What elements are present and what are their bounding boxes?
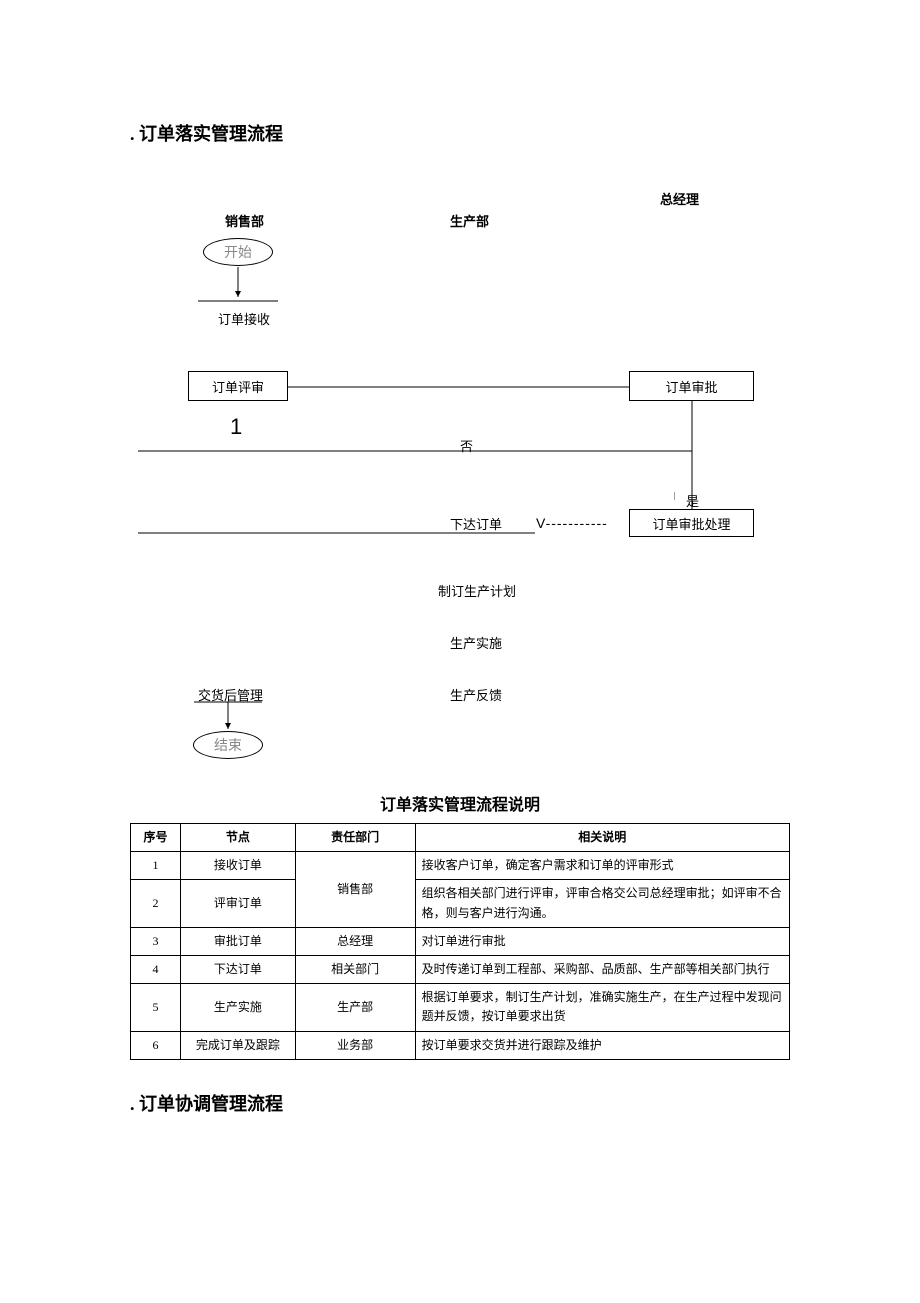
table-subtitle: 订单落实管理流程说明 xyxy=(130,791,790,815)
impl-node: 生产实施 xyxy=(450,633,502,652)
cell-desc: 及时传递订单到工程部、采购部、品质部、生产部等相关部门执行 xyxy=(415,955,789,983)
cell-node: 审批订单 xyxy=(180,927,295,955)
flowchart: 销售部 生产部 总经理 开始 订单接收 订单评审 订单审批 1 否 | 是 下达… xyxy=(130,161,790,781)
start-node: 开始 xyxy=(203,238,273,266)
cell-dept: 相关部门 xyxy=(295,955,415,983)
cell-num: 4 xyxy=(131,955,181,983)
col-gm-label: 总经理 xyxy=(660,189,699,208)
cell-num: 6 xyxy=(131,1031,181,1059)
after-node: 交货后管理 xyxy=(198,685,263,704)
no-label: 否 xyxy=(460,436,473,455)
cell-dept: 销售部 xyxy=(295,852,415,928)
cell-num: 5 xyxy=(131,984,181,1031)
yes-label: 是 xyxy=(686,491,699,510)
cell-num: 1 xyxy=(131,852,181,880)
desc-table: 序号 节点 责任部门 相关说明 1 接收订单 销售部 接收客户订单，确定客户需求… xyxy=(130,823,790,1060)
cell-node: 下达订单 xyxy=(180,955,295,983)
table-row: 5 生产实施 生产部 根据订单要求，制订生产计划，准确实施生产，在生产过程中发现… xyxy=(131,984,790,1031)
yes-mark: | xyxy=(674,491,676,500)
cell-desc: 按订单要求交货并进行跟踪及维护 xyxy=(415,1031,789,1059)
th-dept: 责任部门 xyxy=(295,824,415,852)
plan-node: 制订生产计划 xyxy=(438,581,516,600)
col-production-label: 生产部 xyxy=(450,211,489,230)
table-row: 6 完成订单及跟踪 业务部 按订单要求交货并进行跟踪及维护 xyxy=(131,1031,790,1059)
cell-dept: 总经理 xyxy=(295,927,415,955)
cell-num: 3 xyxy=(131,927,181,955)
receive-node: 订单接收 xyxy=(218,309,270,328)
cell-desc: 对订单进行审批 xyxy=(415,927,789,955)
big-one: 1 xyxy=(230,414,242,440)
cell-node: 完成订单及跟踪 xyxy=(180,1031,295,1059)
cell-node: 接收订单 xyxy=(180,852,295,880)
review-node: 订单评审 xyxy=(188,371,288,401)
issue-node: 下达订单 xyxy=(450,514,502,533)
cell-node: 生产实施 xyxy=(180,984,295,1031)
table-row: 1 接收订单 销售部 接收客户订单，确定客户需求和订单的评审形式 xyxy=(131,852,790,880)
th-node: 节点 xyxy=(180,824,295,852)
col-sales-label: 销售部 xyxy=(225,211,264,230)
table-row: 3 审批订单 总经理 对订单进行审批 xyxy=(131,927,790,955)
cell-desc: 组织各相关部门进行评审，评审合格交公司总经理审批；如评审不合格，则与客户进行沟通… xyxy=(415,880,789,927)
th-desc: 相关说明 xyxy=(415,824,789,852)
end-node: 结束 xyxy=(193,731,263,759)
table-header-row: 序号 节点 责任部门 相关说明 xyxy=(131,824,790,852)
feedback-node: 生产反馈 xyxy=(450,685,502,704)
approve-node: 订单审批 xyxy=(629,371,754,401)
table-row: 4 下达订单 相关部门 及时传递订单到工程部、采购部、品质部、生产部等相关部门执… xyxy=(131,955,790,983)
section-2-title: . 订单协调管理流程 xyxy=(130,1090,790,1116)
table-row: 2 评审订单 组织各相关部门进行评审，评审合格交公司总经理审批；如评审不合格，则… xyxy=(131,880,790,927)
th-num: 序号 xyxy=(131,824,181,852)
cell-desc: 根据订单要求，制订生产计划，准确实施生产，在生产过程中发现问题并反馈，按订单要求… xyxy=(415,984,789,1031)
cell-node: 评审订单 xyxy=(180,880,295,927)
cell-desc: 接收客户订单，确定客户需求和订单的评审形式 xyxy=(415,852,789,880)
v-dash: V----------- xyxy=(536,515,608,531)
approve-handle-node: 订单审批处理 xyxy=(629,509,754,537)
section-1-title: . 订单落实管理流程 xyxy=(130,120,790,146)
cell-num: 2 xyxy=(131,880,181,927)
cell-dept: 生产部 xyxy=(295,984,415,1031)
cell-dept: 业务部 xyxy=(295,1031,415,1059)
